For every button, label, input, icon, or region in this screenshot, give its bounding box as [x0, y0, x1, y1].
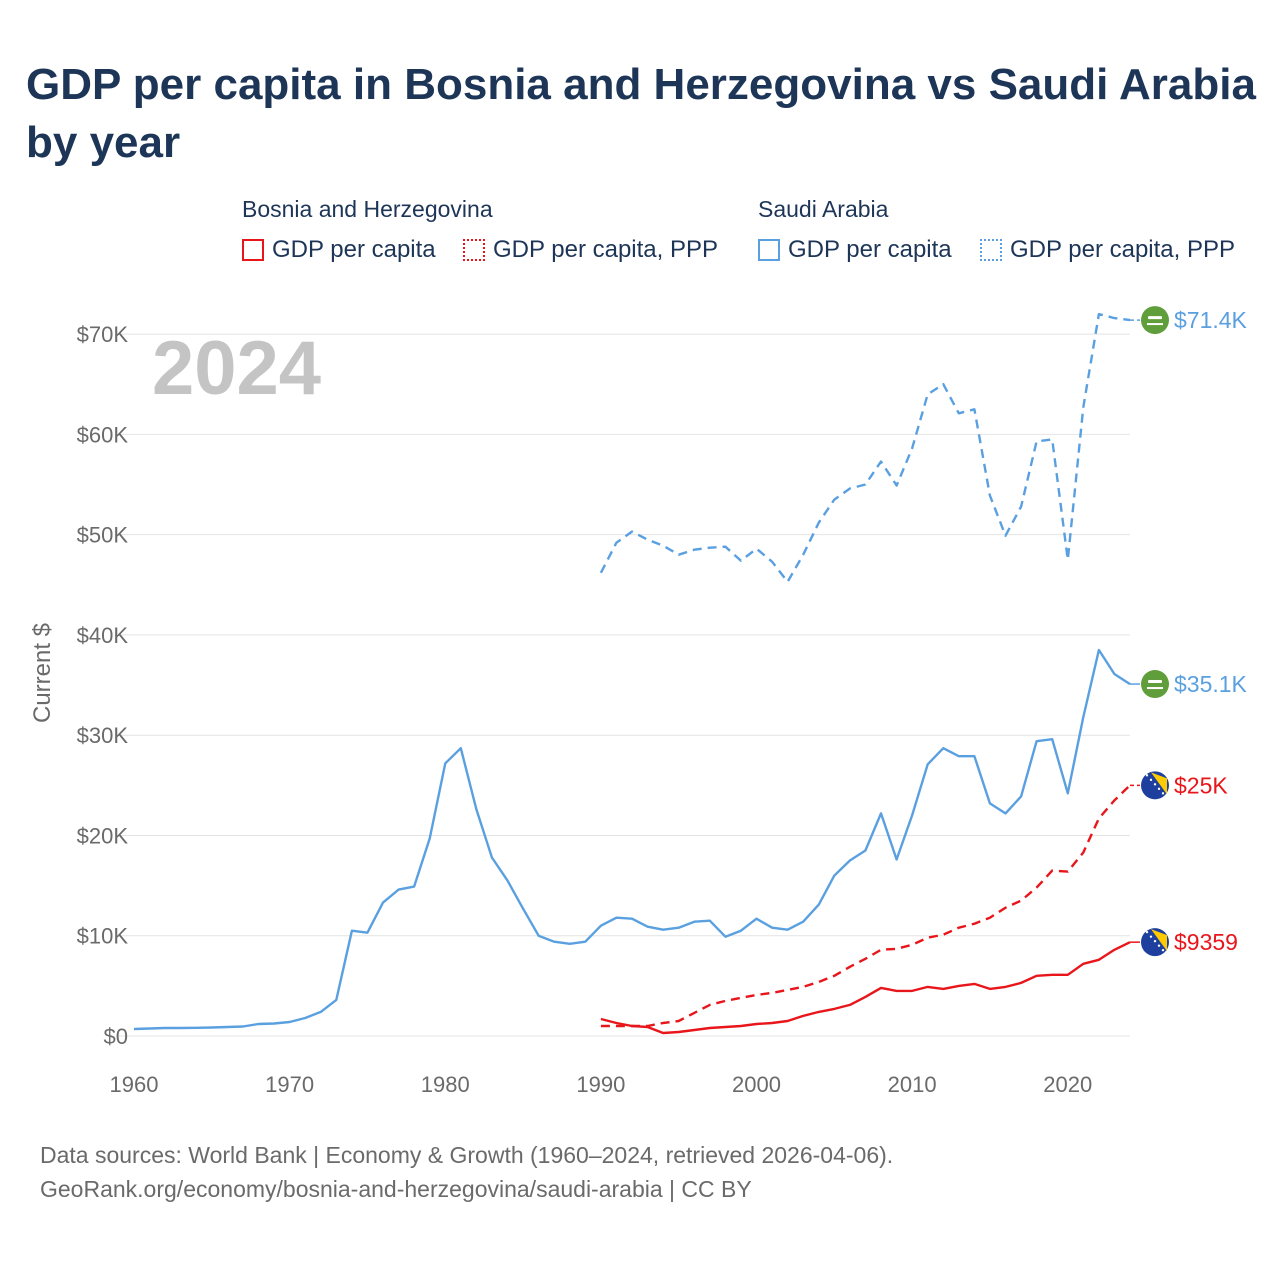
legend-swatch-solid-red [242, 239, 264, 261]
y-axis-label: Current $ [29, 623, 56, 723]
saudi-flag-script [1148, 680, 1162, 684]
legend-swatch-dotted-blue [980, 239, 1002, 261]
series-line[interactable] [600, 941, 1131, 1035]
series-line[interactable] [599, 312, 1131, 583]
legend-label: GDP per capita, PPP [493, 236, 718, 263]
legend-label: GDP per capita [788, 236, 952, 263]
legend-group-bosnia: Bosnia and Herzegovina [242, 196, 493, 222]
bosnia-flag-star [1145, 774, 1149, 777]
bosnia-flag-star [1153, 939, 1157, 943]
x-axis-ticks: 1960 1970 1980 1990 2000 2010 2020 [110, 1072, 1093, 1097]
bosnia-flag-star [1161, 792, 1165, 795]
y-tick-label: $50K [77, 523, 129, 548]
series-line[interactable] [133, 648, 1131, 1031]
bosnia-flag-star [1149, 778, 1153, 782]
y-tick-label: $30K [77, 723, 129, 748]
end-value-label: $25K [1174, 772, 1228, 798]
y-axis-ticks: $0 $10K $20K $30K $40K $50K $60K $70K [77, 322, 129, 1049]
y-tick-label: $70K [77, 322, 129, 347]
sources-line-1: Data sources: World Bank | Economy & Gro… [40, 1142, 894, 1168]
legend-swatch-solid-blue [758, 239, 780, 261]
sources: Data sources: World Bank | Economy & Gro… [40, 1138, 893, 1206]
legend-item-bosnia-gdp-ppp[interactable]: GDP per capita, PPP [463, 236, 718, 264]
y-tick-label: $40K [77, 623, 129, 648]
end-markers: $35.1K $71.4K $9359 $25K [1130, 306, 1248, 957]
y-tick-label: $0 [104, 1024, 128, 1049]
bosnia-flag-star [1149, 935, 1153, 938]
year-overlay: 2024 [152, 326, 321, 411]
x-tick-label: 2020 [1043, 1072, 1092, 1097]
legend-label: GDP per capita, PPP [1010, 236, 1235, 263]
series-line[interactable] [600, 784, 1131, 1028]
bosnia-flag-triangle [1151, 772, 1167, 795]
legend-group-saudi: Saudi Arabia [758, 196, 889, 222]
end-value-label: $71.4K [1174, 307, 1248, 333]
legend-item-saudi-gdp[interactable]: GDP per capita [758, 236, 952, 264]
bosnia-flag-star [1161, 948, 1165, 952]
x-tick-label: 1980 [421, 1072, 470, 1097]
saudi-flag-sword [1147, 323, 1163, 326]
end-value-label: $9359 [1174, 929, 1238, 955]
saudi-flag-script [1148, 316, 1162, 320]
saudi-flag-icon [1141, 670, 1169, 699]
grid-lines [118, 333, 1130, 1037]
legend-item-bosnia-gdp[interactable]: GDP per capita [242, 236, 436, 264]
bosnia-flag-star [1145, 930, 1149, 934]
x-tick-label: 2010 [888, 1072, 937, 1097]
y-tick-label: $10K [77, 924, 129, 949]
end-value-label: $35.1K [1174, 671, 1248, 697]
y-tick-label: $60K [77, 422, 129, 447]
legend-label: GDP per capita [272, 236, 436, 263]
bosnia-flag-star [1157, 944, 1161, 947]
y-tick-label: $20K [77, 823, 129, 848]
legend-item-saudi-gdp-ppp[interactable]: GDP per capita, PPP [980, 236, 1235, 264]
bosnia-flag-star [1157, 787, 1161, 791]
x-tick-label: 1970 [265, 1072, 314, 1097]
x-tick-label: 1960 [110, 1072, 159, 1097]
bosnia-flag-triangle [1151, 929, 1167, 952]
x-tick-label: 1990 [576, 1072, 625, 1097]
sources-line-2[interactable]: GeoRank.org/economy/bosnia-and-herzegovi… [40, 1176, 752, 1202]
saudi-flag-sword [1147, 687, 1163, 690]
legend-swatch-dotted-red [463, 239, 485, 261]
saudi-flag-icon [1141, 306, 1169, 335]
series-lines [133, 312, 1131, 1035]
bosnia-flag-star [1153, 783, 1157, 786]
x-tick-label: 2000 [732, 1072, 781, 1097]
chart-title: GDP per capita in Bosnia and Herzegovina… [26, 60, 1256, 167]
